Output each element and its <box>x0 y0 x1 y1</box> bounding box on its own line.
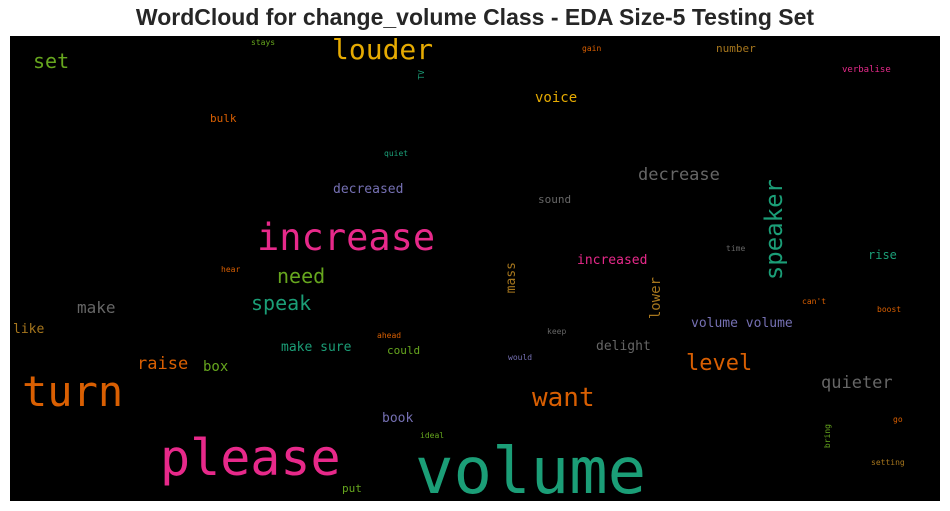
word-volume-volume: volume volume <box>691 316 793 331</box>
word-decreased: decreased <box>333 182 404 197</box>
word-quiet: quiet <box>384 149 409 158</box>
word-delight: delight <box>596 339 651 354</box>
word-louder: louder <box>332 36 434 66</box>
word-want: want <box>532 383 595 413</box>
word-time: time <box>726 244 746 253</box>
wordcloud-canvas: volume please turn increase louder speaker wan… <box>10 36 940 501</box>
word-book: book <box>382 411 414 426</box>
word-can-t: can't <box>802 297 827 306</box>
word-box: box <box>203 359 229 375</box>
word-sound: sound <box>538 193 572 206</box>
word-need: need <box>277 264 326 288</box>
chart-title: WordCloud for change_volume Class - EDA … <box>135 4 815 30</box>
word-stays: stays <box>251 38 276 47</box>
word-go: go <box>893 415 903 424</box>
word-decrease: decrease <box>638 165 720 185</box>
word-please: please <box>160 429 341 487</box>
word-hear: hear <box>221 265 241 274</box>
word-like: like <box>13 322 45 337</box>
word-ahead: ahead <box>377 331 402 340</box>
word-quieter: quieter <box>821 373 893 393</box>
word-speaker: speaker <box>760 179 788 281</box>
word-set: set <box>33 49 70 73</box>
word-voice: voice <box>535 90 578 106</box>
word-bulk: bulk <box>210 112 237 125</box>
word-increase: increase <box>257 216 436 259</box>
word-lower: lower <box>648 277 664 320</box>
word-mass: mass <box>504 262 519 294</box>
word-number: number <box>716 42 756 55</box>
word-bring: bring <box>823 424 832 449</box>
word-level: level <box>686 351 753 376</box>
word-gain: gain <box>582 44 602 53</box>
word-increased: increased <box>577 253 648 268</box>
word-would: would <box>508 353 533 362</box>
word-verbalise: verbalise <box>842 65 891 75</box>
word-turn: turn <box>22 367 124 416</box>
word-speak: speak <box>251 291 312 315</box>
word-boost: boost <box>877 305 902 314</box>
word-ideal: ideal <box>420 431 445 440</box>
word-setting: setting <box>871 458 905 467</box>
word-rise: rise <box>868 248 897 262</box>
word-keep: keep <box>547 327 567 336</box>
word-raise: raise <box>137 354 189 374</box>
word-could: could <box>387 344 421 357</box>
word-put: put <box>342 482 362 495</box>
word-make-sure: make sure <box>281 340 352 355</box>
word-make: make <box>77 298 116 317</box>
word-volume: volume <box>415 435 647 501</box>
word-tv: TV <box>417 70 426 80</box>
